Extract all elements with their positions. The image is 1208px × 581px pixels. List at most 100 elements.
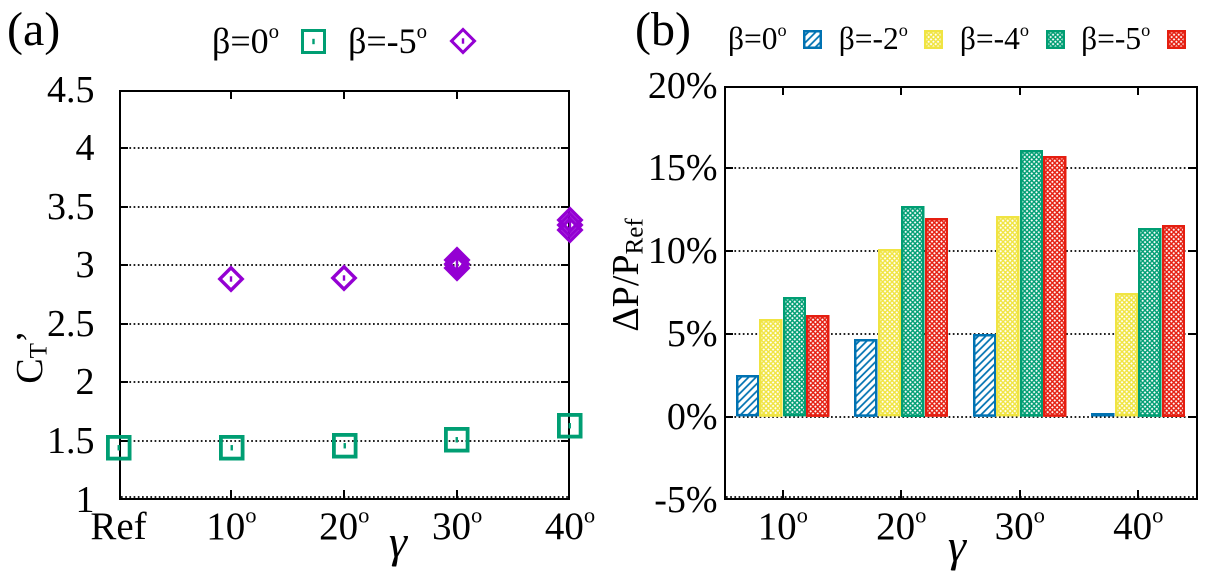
x-tick <box>343 490 346 498</box>
dotted-line <box>725 496 1196 499</box>
gridline <box>725 415 1196 418</box>
plot-area-b <box>723 85 1198 500</box>
x-tick-label: 10o <box>206 502 257 548</box>
x-tick <box>900 87 903 95</box>
legend-item-label: β=-5o <box>1081 20 1151 57</box>
y-tick <box>120 381 128 384</box>
y-axis-label-b: ΔP/PRef <box>605 218 649 332</box>
gridline <box>120 381 568 384</box>
legend-square-marker <box>301 28 327 54</box>
x-tick-label: 20o <box>319 502 370 548</box>
y-tick-label: 5% <box>666 312 718 355</box>
x-tick <box>456 490 459 498</box>
bar <box>877 249 902 417</box>
y-tick-label: 20% <box>647 64 718 107</box>
dotted-line <box>120 205 568 208</box>
y-tick <box>560 439 568 442</box>
bar <box>1091 413 1115 417</box>
legend-swatch-diagonal <box>803 29 823 49</box>
y-tick-label: 2.5 <box>47 302 95 345</box>
legend-item-label: β=-2o <box>838 20 908 57</box>
x-tick <box>900 490 903 498</box>
y-tick-label: 10% <box>647 230 718 273</box>
y-tick <box>725 415 733 418</box>
bar <box>1161 224 1186 417</box>
dotted-line <box>725 250 1196 252</box>
y-tick <box>1188 167 1196 170</box>
gridline <box>725 250 1196 252</box>
dotted-line <box>120 440 568 442</box>
y-tick <box>560 205 568 208</box>
marker-diamond <box>443 254 471 282</box>
y-tick-label: 3.5 <box>47 185 95 228</box>
y-tick-label: 15% <box>647 147 718 190</box>
bar <box>972 333 997 417</box>
bar <box>1019 150 1044 417</box>
y-tick <box>120 264 128 267</box>
bar <box>996 216 1020 417</box>
x-tick <box>1137 490 1140 498</box>
x-tick <box>1018 490 1021 498</box>
bar <box>854 338 878 417</box>
y-axis-label-a: CT’ <box>9 330 53 384</box>
plot-area-a <box>118 89 570 500</box>
y-tick-label: 3 <box>75 244 95 287</box>
bar <box>1114 293 1139 417</box>
y-tick <box>725 332 733 335</box>
marker-diamond <box>556 205 584 234</box>
legend-swatch-hatch <box>1166 29 1186 49</box>
marker-diamond <box>443 250 471 278</box>
dotted-line <box>120 322 568 325</box>
x-tick <box>343 91 346 99</box>
y-tick <box>120 439 128 442</box>
marker-square <box>557 412 583 439</box>
legend-swatch-hatch <box>924 29 944 49</box>
dotted-line <box>120 147 568 149</box>
marker-diamond <box>217 265 245 293</box>
marker-square <box>331 432 358 459</box>
legend-item-label: β=-5o <box>348 18 428 61</box>
y-tick-label: -5% <box>654 478 718 521</box>
x-tick-label: 40o <box>544 502 596 548</box>
legend-item-label: β=-4o <box>959 20 1030 57</box>
y-tick-label: 1 <box>75 478 95 521</box>
x-tick-label: 30o <box>994 502 1045 548</box>
y-tick <box>120 147 128 150</box>
bar <box>782 297 807 417</box>
bar <box>1138 227 1162 417</box>
y-tick <box>120 322 128 325</box>
y-tick <box>560 264 568 267</box>
x-tick-label: Ref <box>90 505 147 548</box>
legend-diamond-marker <box>448 27 477 55</box>
marker-square <box>105 435 132 461</box>
legend-swatch-hatch <box>1045 29 1065 49</box>
y-tick-label: 0% <box>666 395 718 438</box>
marker-diamond <box>443 246 471 274</box>
y-tick <box>1188 415 1196 418</box>
dotted-line <box>120 381 568 384</box>
y-tick-label: 4.5 <box>47 68 95 111</box>
legend-swatch-crosshatch <box>1045 29 1065 49</box>
y-tick <box>725 167 733 170</box>
legend-swatch-square <box>299 27 328 56</box>
gridline <box>120 205 568 208</box>
legend-item-label: β=0o <box>728 20 787 57</box>
panel-label-a: (a) <box>7 3 61 56</box>
x-tick <box>1137 87 1140 95</box>
legend-item-label: β=0o <box>212 18 280 61</box>
y-tick-label: 4 <box>75 127 95 170</box>
legend-a: β=0o β=-5o <box>212 19 478 63</box>
bar <box>1043 155 1067 417</box>
y-tick <box>560 322 568 325</box>
panel-label-b: (b) <box>635 3 691 56</box>
legend-swatch-crosshatch <box>1166 29 1186 49</box>
x-tick-label: 30o <box>431 502 483 548</box>
gridline <box>120 147 568 149</box>
x-tick <box>781 490 784 498</box>
bar <box>735 375 760 417</box>
x-tick <box>781 87 784 95</box>
x-tick-label: 20o <box>876 502 927 548</box>
gridline <box>120 322 568 325</box>
y-tick <box>120 205 128 208</box>
x-tick-label: 40o <box>1113 502 1164 548</box>
